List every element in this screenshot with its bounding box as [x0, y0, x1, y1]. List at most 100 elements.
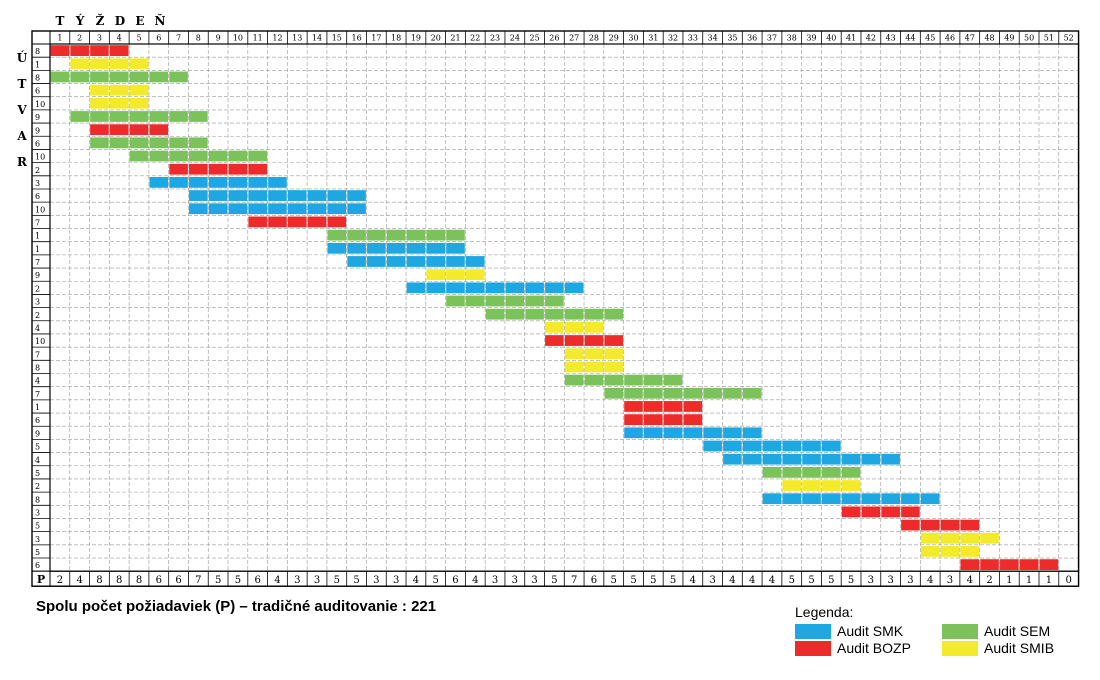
bar-cell-sem — [802, 466, 821, 478]
bar-cell-sem — [703, 387, 722, 399]
bar-cell-smk — [802, 440, 821, 452]
week-number-label: 21 — [450, 34, 460, 43]
week-number-label: 29 — [609, 34, 619, 43]
row-requirement-count: 2 — [35, 311, 40, 320]
bar-cell-smk — [268, 177, 287, 188]
week-number-label: 51 — [1044, 34, 1054, 43]
bar-cell-smk — [307, 190, 327, 201]
bar-cell-sem — [663, 374, 683, 386]
row-requirement-count: 5 — [35, 548, 40, 557]
bar-cell-bozp — [644, 401, 663, 412]
bar-cell-smk — [841, 493, 861, 505]
bar-cell-bozp — [980, 559, 999, 570]
p-value-label: 3 — [531, 575, 537, 586]
p-value-label: 1 — [1046, 575, 1052, 586]
header-letter: Ž — [96, 13, 105, 28]
p-value-label: 2 — [986, 575, 992, 586]
bar-cell-smk — [248, 177, 267, 188]
p-value-label: 2 — [57, 575, 63, 586]
p-value-label: 5 — [808, 575, 814, 586]
bar-cell-bozp — [683, 414, 703, 426]
bar-cell-smk — [426, 256, 445, 267]
bar-cell-sem — [505, 295, 525, 307]
bar-cell-smk — [742, 427, 762, 439]
row-requirement-count: 7 — [35, 350, 40, 359]
bar-cell-sem — [90, 111, 109, 122]
bar-cell-bozp — [624, 414, 643, 426]
week-number-label: 34 — [708, 34, 718, 43]
bar-cell-sem — [149, 111, 169, 122]
bar-cell-smib — [584, 348, 604, 360]
bar-cell-sem — [129, 71, 149, 83]
p-value-label: 5 — [670, 575, 676, 586]
row-requirement-count: 6 — [35, 416, 40, 425]
bar-cell-bozp — [149, 124, 169, 136]
bar-cell-bozp — [901, 506, 920, 518]
bar-cell-sem — [604, 308, 624, 320]
row-requirement-count: 2 — [35, 166, 40, 175]
row-requirement-count: 5 — [35, 522, 40, 531]
row-requirement-count: 1 — [35, 232, 40, 241]
bar-cell-bozp — [228, 163, 248, 175]
bar-cell-bozp — [90, 45, 109, 56]
week-number-label: 22 — [470, 34, 480, 43]
p-value-label: 6 — [255, 575, 261, 586]
bar-cell-bozp — [248, 163, 267, 175]
bar-cell-sem — [129, 150, 149, 162]
legend-swatch-smib — [942, 640, 978, 656]
bar-cell-sem — [228, 150, 248, 162]
week-number-label: 23 — [490, 34, 500, 43]
bar-cell-bozp — [1039, 559, 1059, 570]
bar-cell-bozp — [287, 216, 307, 228]
legend-title: Legenda: — [795, 604, 854, 620]
side-letter: V — [16, 103, 27, 117]
bar-cell-smk — [268, 203, 287, 215]
bar-cell-smk — [426, 242, 445, 254]
row-requirement-count: 7 — [35, 390, 40, 399]
p-value-label: 4 — [749, 575, 755, 586]
week-number-label: 47 — [965, 34, 975, 43]
week-number-label: 38 — [787, 34, 797, 43]
week-number-label: 43 — [886, 34, 896, 43]
row-requirement-count: 8 — [35, 74, 40, 83]
bar-cell-sem — [545, 295, 564, 307]
bar-cell-smk — [901, 493, 920, 505]
row-requirement-count: 3 — [35, 535, 40, 544]
row-requirement-count: 8 — [35, 364, 40, 373]
bar-cell-smib — [960, 532, 980, 544]
bar-cell-smk — [822, 453, 841, 465]
bar-cell-smk — [406, 256, 426, 267]
bar-cell-smk — [703, 440, 722, 452]
week-number-label: 18 — [391, 34, 401, 43]
bar-cell-bozp — [624, 401, 643, 412]
gantt-chart: 1 2 3 4 5 6 7 8 9 10 11 12 13 14 15 16 17 18 19 20 21 22 23 24 2… — [16, 13, 1080, 587]
bar-cell-sem — [663, 387, 683, 399]
bar-cell-smk — [762, 493, 782, 505]
bar-cell-smib — [109, 84, 129, 96]
bar-cell-smib — [564, 361, 584, 373]
bar-cell-smk — [742, 440, 762, 452]
bar-cell-bozp — [663, 401, 683, 412]
bar-cell-smk — [485, 282, 505, 294]
week-number-label: 39 — [806, 34, 816, 43]
bar-cell-smk — [149, 177, 169, 188]
bar-cell-smk — [802, 493, 821, 505]
p-value-label: 3 — [868, 575, 874, 586]
bar-cell-bozp — [1019, 559, 1039, 570]
bar-cell-smk — [228, 203, 248, 215]
bar-layer — [50, 45, 1059, 570]
bar-cell-smk — [564, 282, 584, 294]
bar-cell-sem — [90, 71, 109, 83]
p-value-label: 6 — [156, 575, 162, 586]
week-number-label: 31 — [648, 34, 658, 43]
week-number-label: 10 — [233, 34, 243, 43]
row-requirement-count: 7 — [35, 258, 40, 267]
bar-cell-bozp — [584, 335, 604, 346]
bar-cell-sem — [169, 111, 188, 122]
bar-cell-smk — [347, 242, 366, 254]
bar-cell-smib — [920, 546, 940, 557]
bar-cell-smk — [347, 190, 366, 201]
p-value-label: 3 — [709, 575, 715, 586]
p-value-label: 7 — [571, 575, 577, 586]
table-border — [31, 30, 1080, 587]
